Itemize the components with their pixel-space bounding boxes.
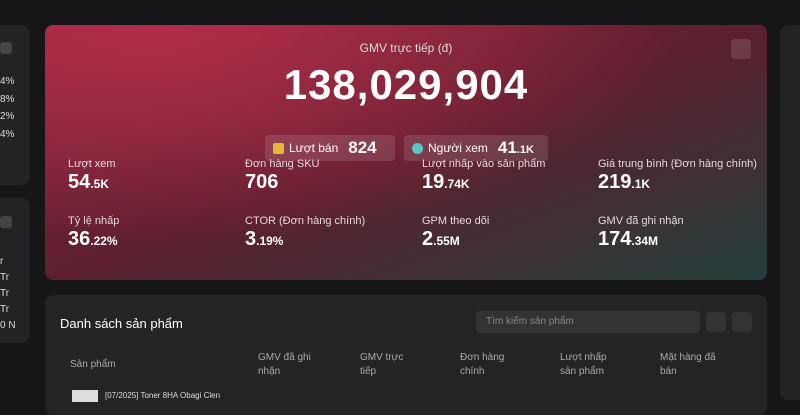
metric-value-main: 3	[245, 228, 257, 250]
left-item: Tr	[0, 288, 10, 299]
metric-value-main: 219	[598, 171, 632, 193]
pill-value-main: 41	[497, 138, 517, 157]
metric-label: Đơn hàng SKU	[245, 158, 320, 170]
pill-value: 824	[348, 138, 377, 157]
metric-value-main: 706	[245, 171, 279, 193]
pill-label: Lượt bán	[289, 141, 339, 155]
metric-value-suffix: .1K	[631, 177, 651, 191]
products-card: Danh sách sản phẩm Tìm kiếm sản phẩm Sản…	[45, 295, 767, 415]
metric-label: GMV đã ghi nhận	[598, 215, 684, 227]
metric-value-suffix: .19%	[256, 234, 284, 248]
left-percent: 2%	[0, 111, 15, 122]
metric-value-main: 174	[598, 228, 632, 250]
column-header: Mặt hàng đã bán	[660, 352, 716, 377]
column-header: GMV đã ghi nhận	[258, 352, 311, 377]
metric-value: 54.5K	[68, 171, 109, 194]
search-input[interactable]: Tìm kiếm sản phẩm	[476, 311, 700, 333]
metric-label: Tỷ lệ nhấp	[68, 215, 120, 227]
left-percent: 8%	[0, 93, 15, 105]
left-item: r	[0, 256, 4, 267]
metric-value: 3.19%	[245, 228, 283, 251]
icon	[0, 216, 12, 228]
left-percent: 4%	[0, 128, 15, 140]
metric-value-suffix: .74K	[444, 177, 470, 191]
hero-value: 138,029,904	[283, 61, 529, 108]
product-thumb	[72, 390, 98, 402]
metric-value: 2.55M	[422, 228, 460, 251]
column-header: GMV trực tiếp	[360, 352, 404, 377]
dashboard: 4% 8% 2% 4% r Tr Tr Tr 0 N GMV trực tiếp (đ) 138…	[0, 25, 800, 415]
products-title: Danh sách sản phẩm	[60, 316, 183, 331]
pill-value: 41.1K	[498, 138, 534, 158]
edit-button[interactable]	[706, 312, 726, 332]
metric-label: Lượt nhấp vào sản phẩm	[422, 158, 546, 170]
column-header: Lượt nhấp sản phẩm	[560, 352, 607, 377]
left-item: Tr	[0, 272, 10, 283]
metric-value-suffix: .5K	[90, 177, 109, 191]
left-item: Tr	[0, 304, 10, 315]
metric-value-main: 19	[422, 171, 445, 193]
metric-value: 219.1K	[598, 171, 650, 194]
metric-value: 36.22%	[68, 228, 118, 251]
left-percent: 4%	[0, 76, 15, 87]
metric-value-main: 54	[68, 171, 91, 193]
pill-value-suffix: .1K	[516, 144, 534, 156]
metric-value: 706	[245, 171, 278, 194]
product-name[interactable]: [07/2025] Toner 8HA Obagi Clen	[105, 391, 221, 400]
pill: Người xem 41.1K	[404, 135, 548, 161]
metric-value-main: 2	[422, 228, 434, 250]
left-item: 0 N	[0, 320, 16, 331]
right-card	[780, 25, 800, 400]
hero-title: GMV trực tiếp (đ)	[359, 41, 453, 55]
column-header: Đơn hàng chính	[460, 352, 505, 377]
hero-card: GMV trực tiếp (đ) 138,029,904 Lượt bán 8…	[45, 25, 767, 280]
edit-button[interactable]	[731, 39, 751, 59]
metric-label: Lượt xem	[68, 158, 116, 170]
metric-label: GPM theo dõi	[422, 215, 490, 227]
metric-label: CTOR (Đơn hàng chính)	[245, 215, 366, 227]
metric-value-main: 36	[68, 228, 91, 250]
metric-label: Giá trung bình (Đơn hàng chính)	[598, 158, 757, 170]
metric-value-suffix: .22%	[90, 234, 118, 248]
icon	[0, 42, 12, 54]
metric-value-suffix: .55M	[433, 234, 460, 248]
column-header: Sản phẩm	[70, 359, 116, 370]
pill: Lượt bán 824	[265, 135, 395, 161]
metric-value-suffix: .34M	[631, 234, 659, 248]
pill-label: Người xem	[428, 141, 488, 155]
metric-value: 19.74K	[422, 171, 470, 194]
metric-value: 174.34M	[598, 228, 658, 251]
download-button[interactable]	[732, 312, 752, 332]
